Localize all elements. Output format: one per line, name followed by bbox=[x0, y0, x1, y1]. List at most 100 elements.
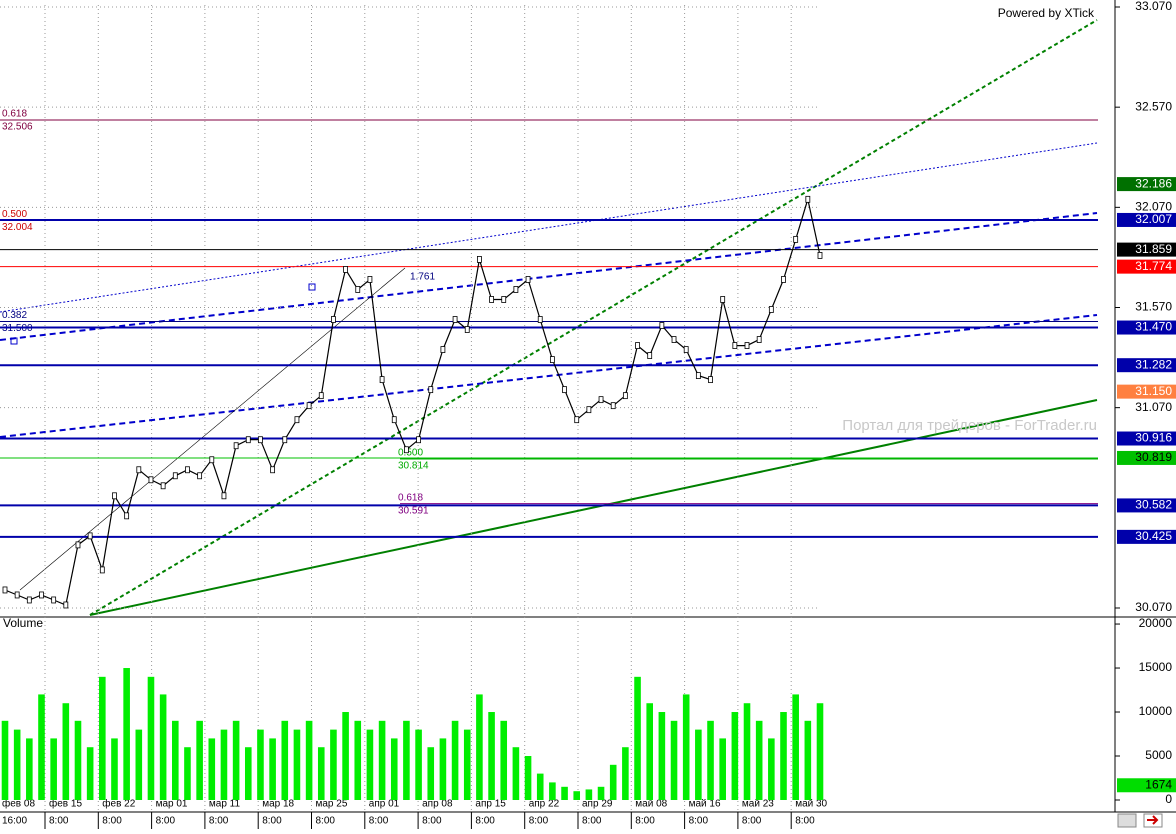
volume-bar bbox=[695, 729, 702, 800]
volume-bar bbox=[622, 747, 629, 800]
volume-bar bbox=[646, 703, 653, 800]
y-tick-label: 20000 bbox=[1139, 616, 1173, 630]
x-time-label: 8:00 bbox=[209, 816, 229, 827]
volume-bar bbox=[378, 720, 386, 800]
trend-line bbox=[0, 212, 1098, 341]
volume-bar bbox=[147, 676, 155, 800]
volume-bar bbox=[184, 747, 191, 800]
x-tick-label: апр 29 bbox=[582, 799, 613, 810]
price-tick bbox=[793, 235, 799, 243]
x-tick-label: мар 01 bbox=[156, 799, 188, 810]
price-tick bbox=[549, 356, 555, 363]
volume-bar bbox=[1, 720, 9, 800]
volume-bar bbox=[269, 738, 276, 800]
price-tick bbox=[440, 346, 446, 353]
price-tick bbox=[477, 256, 482, 263]
level-label: 32.007 bbox=[1135, 212, 1172, 226]
volume-bar bbox=[804, 720, 812, 800]
level-marker bbox=[1117, 259, 1176, 274]
volume-bar bbox=[172, 720, 179, 800]
x-tick-label: фев 22 bbox=[102, 798, 135, 810]
price-tick bbox=[610, 402, 616, 410]
x-time-label: 8:00 bbox=[689, 816, 709, 827]
volume-bar bbox=[451, 720, 459, 800]
volume-bar bbox=[281, 720, 289, 800]
volume-bar bbox=[427, 747, 435, 800]
volume-bar bbox=[415, 729, 422, 800]
volume-bar bbox=[768, 738, 775, 800]
volume-bar bbox=[792, 694, 799, 800]
price-tick bbox=[622, 392, 628, 400]
x-time-label: 8:00 bbox=[102, 816, 122, 827]
volume-bar bbox=[707, 720, 714, 800]
price-tick bbox=[343, 266, 348, 273]
x-tick-label: мар 18 bbox=[262, 799, 294, 810]
x-time-label: 8:00 bbox=[422, 816, 442, 827]
price-tick bbox=[26, 596, 32, 604]
y-tick-label: 30.070 bbox=[1135, 600, 1172, 614]
price-tick bbox=[586, 406, 592, 414]
icon[interactable] bbox=[1117, 813, 1137, 828]
fib-price: 32.506 bbox=[2, 122, 33, 133]
price-tick bbox=[428, 386, 434, 394]
price-tick bbox=[720, 296, 726, 303]
price-tick bbox=[781, 276, 786, 283]
current-volume-label: 1674 bbox=[1145, 777, 1172, 791]
price-tick bbox=[172, 472, 178, 480]
volume-bar bbox=[244, 747, 252, 800]
volume-bar bbox=[123, 668, 130, 800]
y-tick-label: 32.070 bbox=[1135, 200, 1172, 214]
volume-bar bbox=[609, 764, 617, 800]
price-tick bbox=[124, 512, 130, 520]
fib-ratio: 0.618 bbox=[398, 492, 423, 503]
price-tick bbox=[756, 336, 762, 343]
trend-line bbox=[0, 142, 1098, 313]
volume-bar bbox=[13, 729, 21, 800]
credit: Powered by XTick bbox=[998, 6, 1095, 20]
price-tick bbox=[416, 436, 421, 444]
price-tick bbox=[525, 276, 531, 283]
fib-price: 32.004 bbox=[2, 222, 33, 233]
price-tick bbox=[148, 476, 154, 484]
volume-bar bbox=[512, 747, 520, 800]
price-tick bbox=[87, 532, 93, 540]
level-marker bbox=[1117, 384, 1176, 399]
volume-bar bbox=[561, 786, 568, 800]
level-marker bbox=[1117, 431, 1176, 446]
x-tick-label: май 30 bbox=[795, 799, 827, 810]
volume-bar bbox=[634, 676, 641, 800]
volume-bar bbox=[755, 720, 763, 800]
volume-bar bbox=[439, 738, 447, 800]
level-label: 30.819 bbox=[1135, 450, 1172, 464]
level-label: 32.186 bbox=[1135, 176, 1172, 190]
price-tick bbox=[112, 492, 117, 500]
volume-bar bbox=[488, 712, 495, 800]
y-tick-label: 15000 bbox=[1139, 660, 1173, 674]
volume-bar bbox=[536, 773, 544, 800]
price-tick bbox=[355, 286, 361, 293]
y-tick-label: 5000 bbox=[1145, 748, 1172, 762]
price-tick bbox=[708, 376, 713, 384]
volume-bar bbox=[780, 712, 787, 800]
volume-bar bbox=[62, 703, 70, 800]
price-tick bbox=[14, 591, 20, 599]
volume-bar bbox=[549, 782, 556, 800]
level-marker bbox=[1117, 450, 1176, 465]
level-label: 31.470 bbox=[1135, 320, 1172, 334]
price-tick bbox=[489, 296, 494, 303]
volume-bar bbox=[74, 720, 82, 800]
volume-bar bbox=[500, 720, 508, 800]
price-tick bbox=[379, 376, 385, 384]
x-time-label: 8:00 bbox=[369, 816, 389, 827]
price-tick bbox=[39, 591, 44, 599]
x-time-label: 8:00 bbox=[49, 816, 69, 827]
panel-title: Volume bbox=[3, 616, 43, 630]
price-tick bbox=[501, 296, 507, 303]
x-tick-label: май 08 bbox=[635, 799, 667, 810]
x-time-label: 8:00 bbox=[156, 816, 176, 827]
volume-bar bbox=[354, 720, 362, 800]
volume-bar bbox=[682, 694, 690, 800]
x-time-label: 8:00 bbox=[582, 816, 602, 827]
fib-price: 30.591 bbox=[398, 505, 429, 516]
